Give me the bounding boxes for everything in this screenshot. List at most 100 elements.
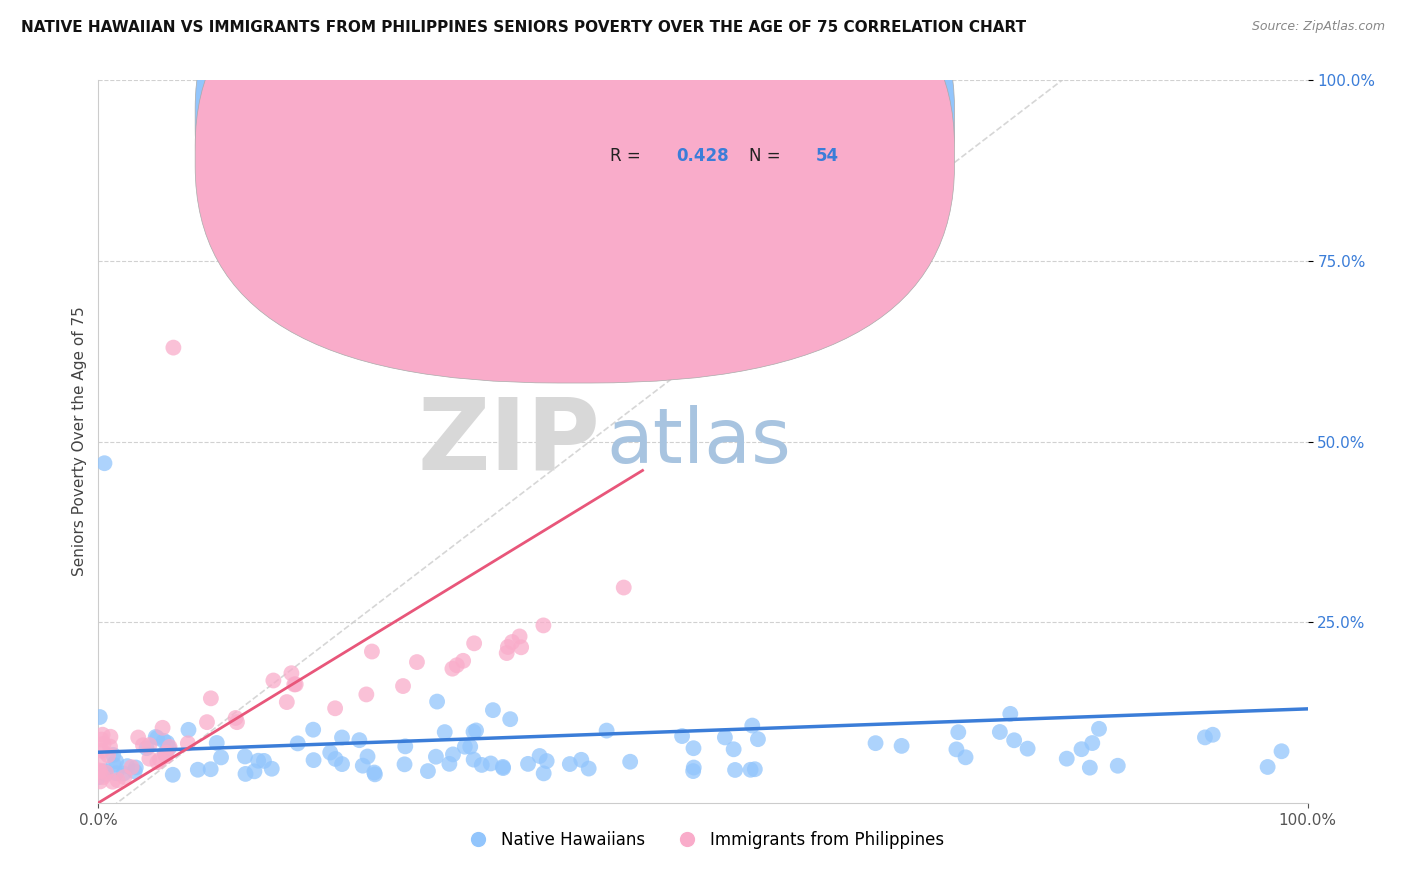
Point bbox=[112, 766, 135, 780]
Point bbox=[363, 765, 385, 780]
Point bbox=[209, 750, 232, 764]
Point bbox=[98, 739, 121, 754]
Point bbox=[682, 741, 704, 756]
Point bbox=[90, 732, 112, 747]
Point bbox=[153, 734, 176, 748]
Point bbox=[741, 718, 763, 732]
Point bbox=[330, 757, 353, 772]
Point bbox=[283, 677, 305, 691]
Point bbox=[1070, 742, 1092, 756]
Point bbox=[394, 739, 416, 754]
Point bbox=[1270, 744, 1292, 758]
Point bbox=[406, 655, 429, 669]
Point bbox=[89, 774, 111, 789]
Point bbox=[124, 764, 146, 779]
Point bbox=[117, 759, 139, 773]
Text: 54: 54 bbox=[815, 147, 838, 165]
Point bbox=[1056, 752, 1078, 766]
Point bbox=[495, 646, 517, 660]
Point bbox=[349, 733, 371, 747]
Point bbox=[302, 723, 325, 737]
Point bbox=[121, 760, 143, 774]
Point bbox=[112, 770, 135, 784]
Point bbox=[439, 756, 461, 771]
Point bbox=[152, 721, 174, 735]
Point bbox=[509, 629, 531, 643]
Point bbox=[1194, 731, 1216, 745]
Point bbox=[200, 762, 222, 776]
Point bbox=[87, 754, 110, 768]
Point bbox=[1107, 758, 1129, 772]
Point bbox=[159, 739, 181, 754]
Point bbox=[463, 636, 485, 650]
Point bbox=[496, 640, 519, 654]
Point bbox=[319, 746, 342, 760]
Point bbox=[162, 768, 184, 782]
Point bbox=[723, 742, 745, 756]
Point bbox=[157, 741, 180, 756]
Point bbox=[890, 739, 912, 753]
Point bbox=[441, 662, 464, 676]
Point bbox=[93, 737, 115, 751]
Point bbox=[1000, 706, 1022, 721]
Point bbox=[1002, 733, 1025, 747]
FancyBboxPatch shape bbox=[195, 0, 955, 345]
Point bbox=[356, 688, 378, 702]
Text: atlas: atlas bbox=[606, 405, 792, 478]
Point bbox=[446, 658, 468, 673]
Text: R =: R = bbox=[610, 147, 645, 165]
Point bbox=[744, 762, 766, 776]
Point bbox=[253, 754, 276, 768]
Point bbox=[613, 581, 636, 595]
Text: N =: N = bbox=[749, 147, 786, 165]
Point bbox=[87, 770, 110, 784]
Point bbox=[200, 691, 222, 706]
Point bbox=[492, 761, 515, 775]
Point bbox=[243, 764, 266, 779]
Point bbox=[330, 731, 353, 745]
Point bbox=[302, 753, 325, 767]
Point bbox=[1017, 741, 1039, 756]
Point bbox=[101, 747, 124, 762]
Point bbox=[145, 730, 167, 744]
Point bbox=[155, 746, 177, 760]
Point bbox=[364, 767, 387, 781]
Text: 0.428: 0.428 bbox=[676, 147, 730, 165]
Text: 102: 102 bbox=[815, 110, 851, 128]
Legend: Native Hawaiians, Immigrants from Philippines: Native Hawaiians, Immigrants from Philip… bbox=[454, 824, 952, 856]
Point bbox=[356, 749, 378, 764]
Point bbox=[107, 773, 129, 788]
Point bbox=[1078, 761, 1101, 775]
Point bbox=[747, 732, 769, 747]
Point bbox=[156, 736, 179, 750]
FancyBboxPatch shape bbox=[195, 0, 955, 383]
Point bbox=[619, 755, 641, 769]
Point bbox=[135, 741, 157, 756]
Point bbox=[948, 725, 970, 739]
Point bbox=[988, 725, 1011, 739]
Point bbox=[325, 752, 347, 766]
Point bbox=[94, 767, 117, 781]
Point bbox=[955, 750, 977, 764]
Point bbox=[945, 742, 967, 756]
Point bbox=[451, 654, 474, 668]
Point bbox=[100, 730, 122, 744]
FancyBboxPatch shape bbox=[534, 84, 866, 189]
Point bbox=[740, 763, 762, 777]
Y-axis label: Seniors Poverty Over the Age of 75: Seniors Poverty Over the Age of 75 bbox=[72, 307, 87, 576]
Point bbox=[93, 764, 115, 779]
Point bbox=[195, 715, 218, 730]
Point bbox=[463, 753, 485, 767]
Point bbox=[682, 764, 704, 778]
Point bbox=[441, 747, 464, 762]
Point bbox=[93, 456, 115, 470]
Point bbox=[361, 644, 384, 658]
Point bbox=[558, 757, 581, 772]
Point bbox=[531, 618, 554, 632]
Point bbox=[105, 754, 128, 768]
Point bbox=[127, 731, 149, 745]
Point bbox=[146, 731, 169, 745]
Point bbox=[280, 666, 302, 681]
Point bbox=[235, 767, 257, 781]
Point bbox=[569, 753, 592, 767]
